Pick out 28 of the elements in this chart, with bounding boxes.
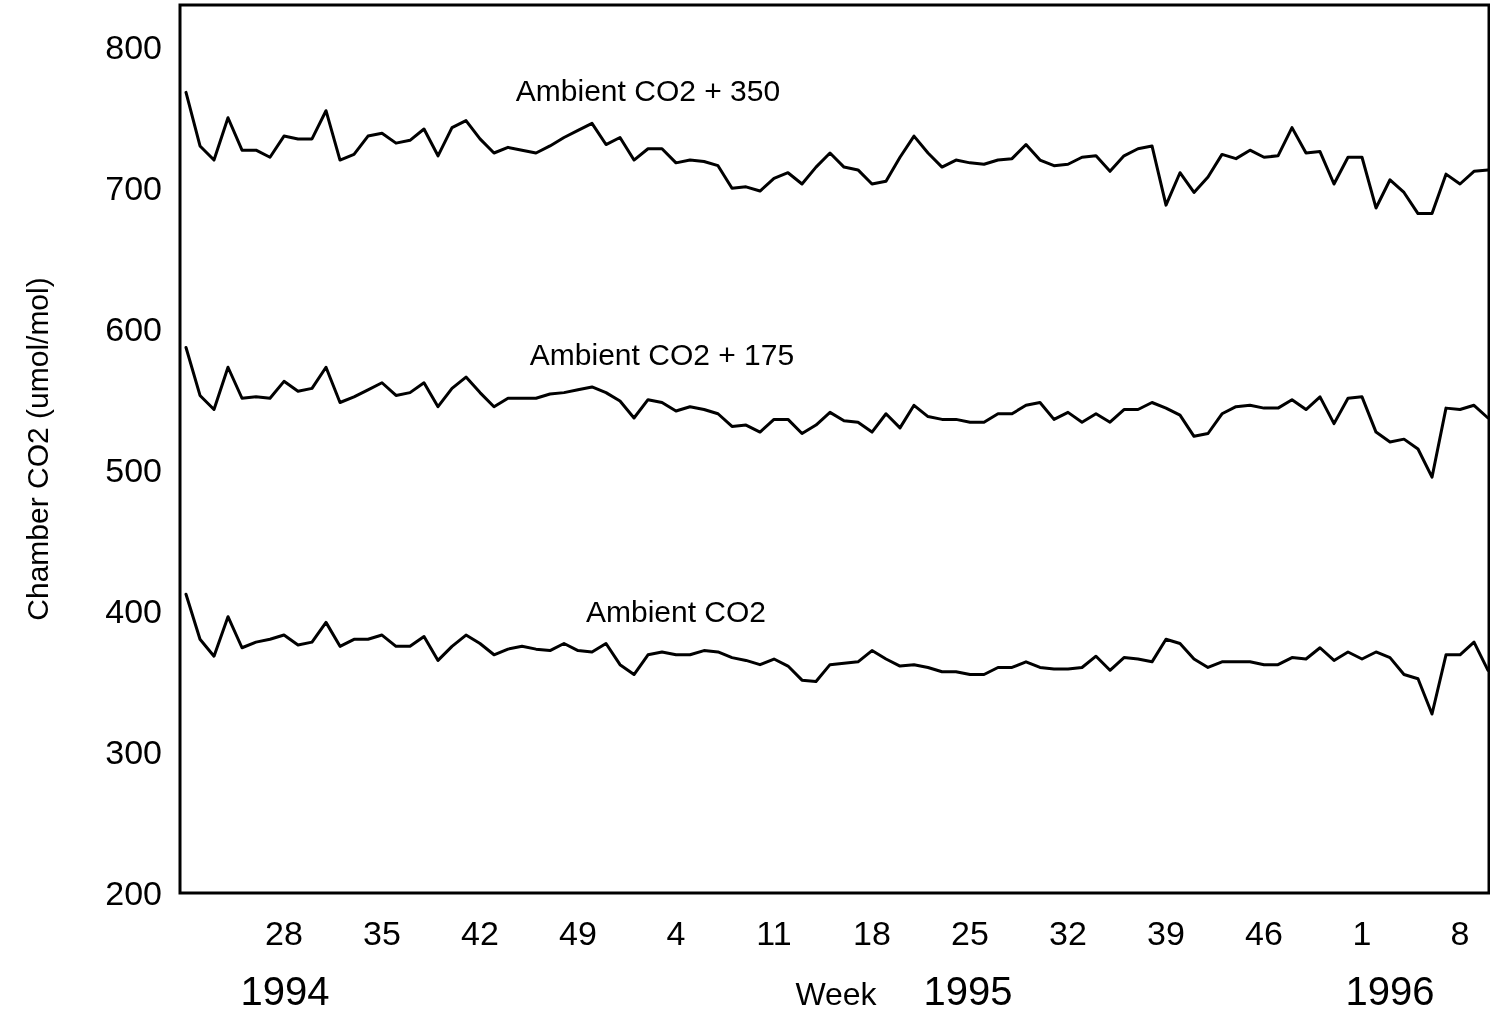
x-tick-label: 11 — [756, 914, 792, 952]
y-tick-label: 700 — [105, 169, 162, 208]
x-tick-label: 32 — [1049, 914, 1087, 952]
y-tick-label: 300 — [105, 732, 162, 771]
x-axis-title: Week — [795, 976, 878, 1012]
text: 1995 — [923, 969, 1013, 1013]
x-tick-label: 8 — [1450, 914, 1470, 952]
y-tick-label: 600 — [105, 310, 162, 349]
x-tick-label: 42 — [461, 914, 499, 952]
x-tick-label: 39 — [1147, 914, 1185, 952]
y-tick-label: 800 — [105, 28, 162, 67]
x-tick-label: 18 — [853, 914, 891, 952]
series-label: Ambient CO2 + 175 — [529, 337, 795, 371]
y-axis-title: Chamber CO2 (umol/mol) — [21, 277, 54, 621]
x-tick-label: 28 — [265, 914, 303, 952]
y-tick-label: 400 — [105, 592, 162, 630]
x-tick-label: 25 — [951, 914, 989, 952]
y-tick-label: 200 — [105, 873, 162, 912]
x-tick-label: 1 — [1352, 914, 1372, 952]
x-tick-label: 4 — [666, 914, 686, 952]
y-tick-label: 500 — [105, 451, 162, 490]
series-label: Ambient CO2 + 350 — [515, 74, 781, 108]
series-label: Ambient CO2 — [585, 594, 767, 628]
x-tick-label: 46 — [1245, 914, 1283, 952]
x-tick-label: 49 — [559, 914, 597, 952]
text: 1994 — [240, 969, 330, 1013]
x-tick-label: 35 — [363, 914, 401, 952]
text: 1996 — [1345, 969, 1435, 1013]
